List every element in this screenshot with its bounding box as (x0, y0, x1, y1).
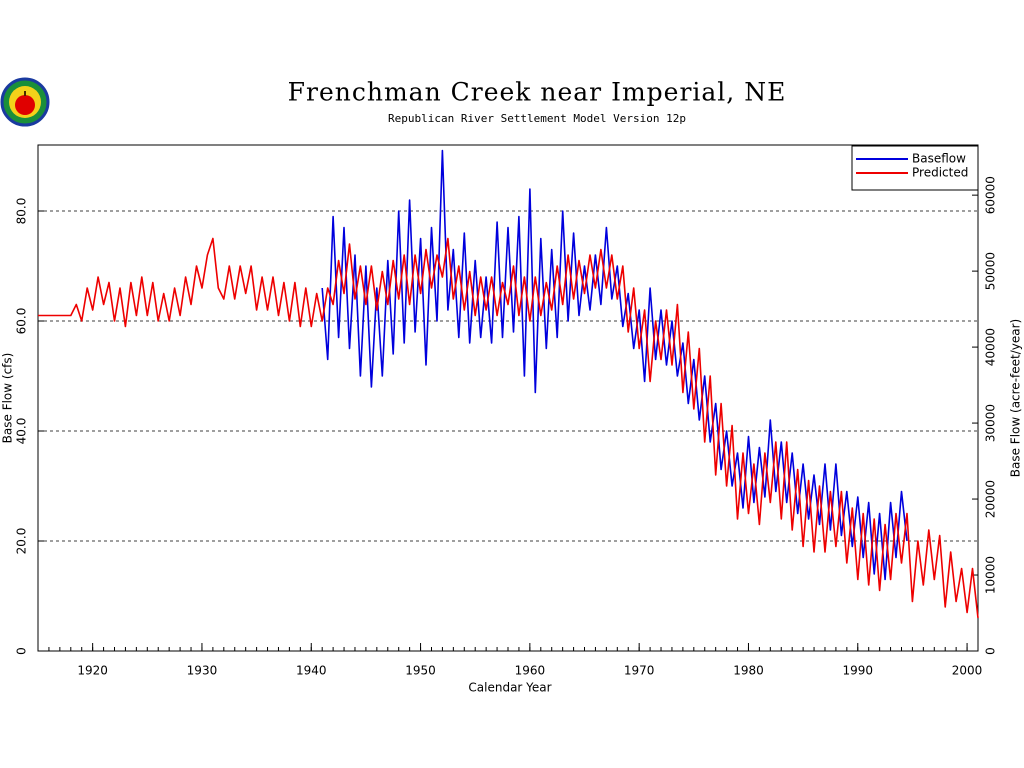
y2-tick-label: 20000 (984, 480, 998, 518)
y-tick-label: 40.0 (15, 418, 29, 445)
chart-subtitle: Republican River Settlement Model Versio… (388, 112, 686, 125)
y-tick-label: 60.0 (15, 308, 29, 335)
logo (0, 77, 50, 127)
y-tick-label: 0 (15, 647, 29, 655)
y2-tick-label: 30000 (984, 404, 998, 442)
x-tick-label: 1950 (405, 664, 436, 678)
legend-label: Predicted (912, 166, 968, 180)
legend-box (851, 145, 979, 191)
x-tick-label: 1970 (624, 664, 655, 678)
x-tick-label: 1960 (515, 664, 546, 678)
x-tick-label: 1990 (842, 664, 873, 678)
series-line (321, 149, 908, 581)
y-axis-label: Base Flow (cfs) (1, 353, 15, 444)
legend-label: Baseflow (912, 152, 966, 166)
x-tick-label: 1980 (733, 664, 764, 678)
x-tick-label: 2000 (952, 664, 983, 678)
chart-title: Frenchman Creek near Imperial, NE (288, 78, 787, 107)
x-axis-label: Calendar Year (468, 681, 551, 695)
y2-tick-label: 10000 (984, 556, 998, 594)
x-tick-label: 1940 (296, 664, 327, 678)
y-tick-label: 20.0 (15, 528, 29, 555)
y2-tick-label: 0 (984, 647, 998, 655)
x-tick-label: 1930 (187, 664, 218, 678)
y2-tick-label: 60000 (984, 176, 998, 214)
y2-axis-label: Base Flow (acre-feet/year) (1009, 319, 1023, 477)
series-line (38, 237, 979, 619)
y2-tick-label: 40000 (984, 328, 998, 366)
y2-tick-label: 50000 (984, 252, 998, 290)
x-tick-label: 1920 (77, 664, 108, 678)
y-tick-label: 80.0 (15, 198, 29, 225)
plot-frame (37, 144, 979, 652)
